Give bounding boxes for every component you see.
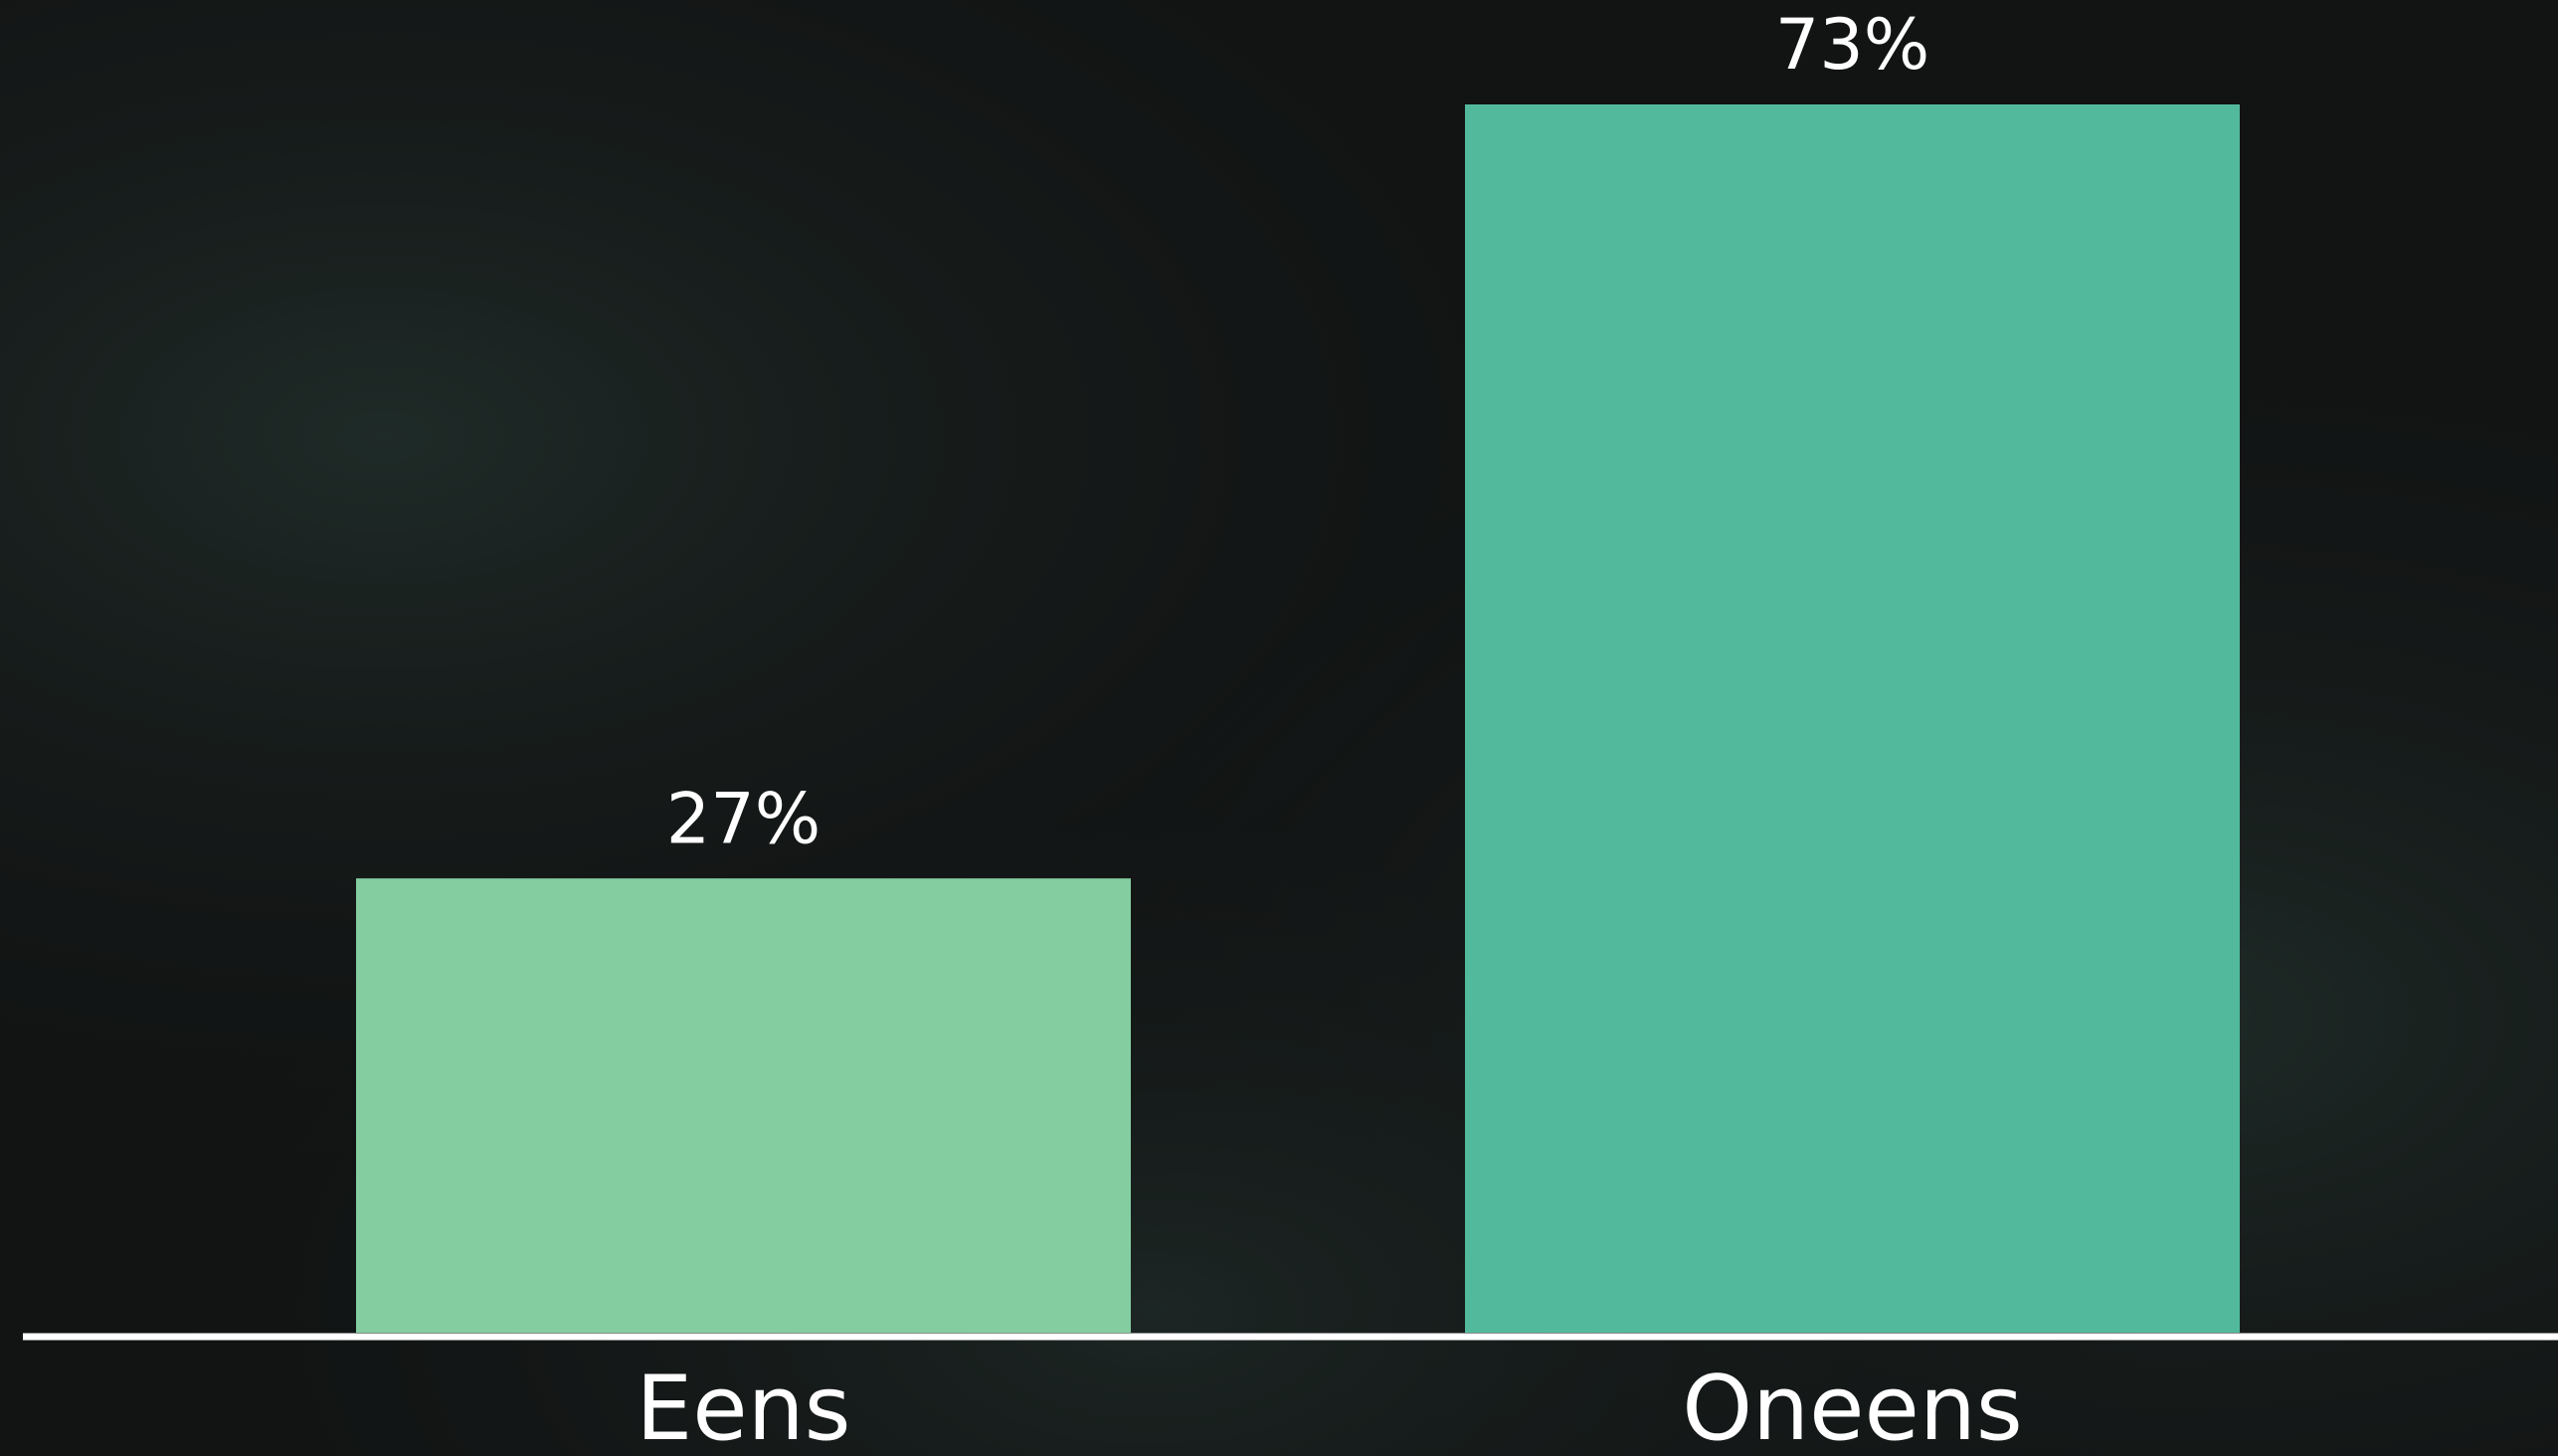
plot: 27% Eens 73% Oneens <box>356 4 2240 1456</box>
data-label: 73% <box>1775 4 1930 86</box>
data-label: 27% <box>666 778 822 859</box>
x-tick-label: Eens <box>636 1357 850 1456</box>
bar <box>356 878 1131 1333</box>
x-tick-label: Oneens <box>1682 1357 2023 1456</box>
bar <box>1465 104 2240 1333</box>
